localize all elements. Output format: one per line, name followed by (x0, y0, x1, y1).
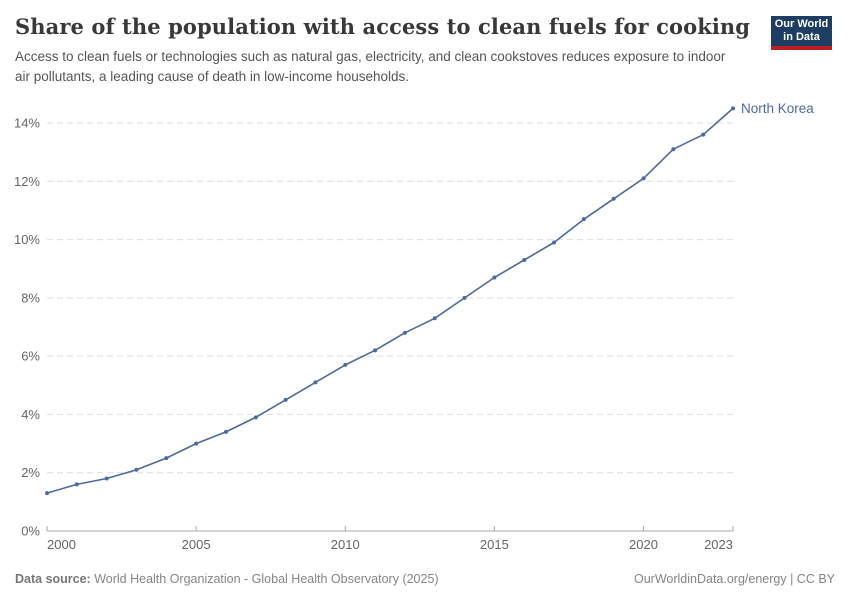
y-tick-label: 2% (21, 465, 40, 480)
owid-logo-line1: Our World (774, 18, 829, 31)
entity-label-north-korea[interactable]: North Korea (741, 101, 814, 116)
x-tick-label: 2010 (331, 537, 360, 552)
y-tick-label: 6% (21, 349, 40, 364)
data-point-marker[interactable] (522, 257, 527, 262)
y-tick-label: 8% (21, 290, 40, 305)
data-point-marker[interactable] (581, 217, 586, 222)
data-source-label: Data source: (15, 572, 91, 586)
data-point-marker[interactable] (164, 456, 169, 461)
chart-header: Share of the population with access to c… (0, 0, 850, 86)
x-tick-label: 2015 (480, 537, 509, 552)
data-point-marker[interactable] (253, 415, 258, 420)
owid-logo[interactable]: Our World in Data (771, 16, 832, 50)
chart-subtitle: Access to clean fuels or technologies su… (15, 49, 726, 84)
data-point-marker[interactable] (641, 176, 646, 181)
data-point-marker[interactable] (343, 362, 348, 367)
data-point-marker[interactable] (611, 196, 616, 201)
data-point-marker[interactable] (104, 476, 109, 481)
owid-credit-link[interactable]: OurWorldinData.org/energy | CC BY (633, 572, 835, 586)
x-tick-label: 2020 (629, 537, 658, 552)
owid-logo-line2: in Data (783, 31, 820, 43)
x-tick-label: 2005 (182, 537, 211, 552)
line-series-north-korea (46, 107, 734, 494)
data-point-marker[interactable] (731, 106, 735, 111)
chart-footer: Data source: World Health Organization -… (15, 572, 835, 586)
data-point-marker[interactable] (373, 348, 378, 353)
y-tick-label: 10% (14, 232, 40, 247)
data-point-marker[interactable] (283, 397, 288, 402)
data-point-marker[interactable] (492, 275, 497, 280)
y-tick-label: 4% (21, 407, 40, 422)
data-point-marker[interactable] (313, 380, 318, 385)
data-point-marker[interactable] (432, 316, 437, 321)
line-chart: 0% 2% 4% 6% 8% 10% 12% 14% 2000 2005 2010 2015 2020 2… (14, 101, 814, 552)
page-title: Share of the population with access to c… (15, 14, 751, 39)
y-tick-label: 0% (21, 524, 40, 539)
data-source-note: Data source: World Health Organization -… (15, 572, 439, 586)
data-point-marker[interactable] (134, 467, 139, 472)
data-point-marker[interactable] (462, 295, 467, 300)
data-point-marker[interactable] (223, 429, 228, 434)
y-tick-label: 14% (14, 116, 40, 131)
data-point-marker[interactable] (194, 441, 199, 446)
y-tick-label: 12% (14, 174, 40, 189)
data-point-marker[interactable] (402, 330, 407, 335)
data-point-marker[interactable] (701, 132, 706, 137)
data-point-marker[interactable] (671, 147, 676, 152)
x-tick-label: 2023 (704, 537, 733, 552)
data-point-marker[interactable] (552, 240, 557, 245)
x-tick-label: 2000 (47, 537, 76, 552)
data-source-value: World Health Organization - Global Healt… (90, 572, 439, 586)
data-point-marker[interactable] (74, 482, 79, 487)
data-point-marker[interactable] (45, 491, 49, 496)
